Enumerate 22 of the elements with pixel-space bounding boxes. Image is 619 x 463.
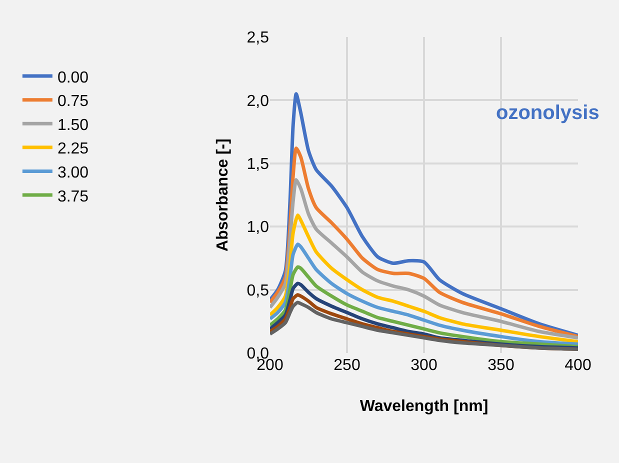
legend-label: 0.75 (57, 93, 89, 110)
x-tick-label: 300 (410, 357, 438, 374)
legend-label: 2.25 (57, 140, 89, 158)
y-tick-label: 2,0 (246, 92, 270, 110)
y-tick-label: 2,5 (246, 30, 270, 47)
legend-label: 3.00 (57, 164, 89, 182)
line-series (270, 213, 578, 344)
x-tick-label: 250 (334, 357, 360, 374)
legend-label: 3.75 (57, 188, 89, 206)
line-series (270, 178, 578, 340)
x-tick-label: 400 (564, 357, 592, 374)
legend-label: 1.50 (57, 116, 89, 134)
y-axis-title: Absorbance [-] (214, 138, 232, 252)
legend-label: 0.00 (57, 69, 89, 86)
y-tick-label: 1,5 (246, 156, 270, 173)
line-series (270, 265, 578, 348)
x-axis-title: Wavelength [nm] (360, 398, 488, 415)
annotation: ozonolysis (496, 102, 600, 124)
x-tick-label: 350 (488, 357, 514, 374)
y-tick-label: 0,5 (246, 282, 270, 300)
line-series (270, 242, 578, 346)
y-tick-label: 1,0 (246, 219, 270, 236)
